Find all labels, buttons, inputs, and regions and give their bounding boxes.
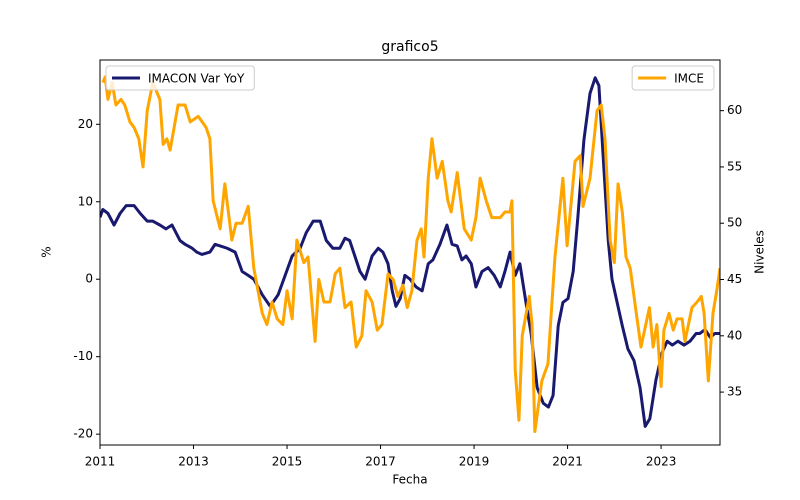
x-tick-label: 2019 bbox=[459, 455, 490, 469]
y-tick-label: -20 bbox=[73, 427, 93, 441]
y2-tick-label: 45 bbox=[727, 272, 742, 286]
chart-title: grafico5 bbox=[381, 39, 438, 55]
legend-box bbox=[631, 65, 715, 91]
y-tick-label: 20 bbox=[78, 117, 93, 131]
y2-tick-label: 40 bbox=[727, 328, 742, 342]
legend-box bbox=[105, 65, 255, 91]
x-tick-label: 2017 bbox=[365, 455, 396, 469]
x-axis-label: Fecha bbox=[392, 473, 427, 487]
plot-frame bbox=[99, 59, 721, 446]
y2-tick-label: 60 bbox=[727, 103, 742, 117]
y-axis-label: % bbox=[40, 246, 54, 257]
y2-tick-label: 35 bbox=[727, 385, 742, 399]
y-tick-label: 10 bbox=[78, 194, 93, 208]
line-series bbox=[100, 76, 720, 428]
y2-tick-label: 55 bbox=[727, 159, 742, 173]
y-tick-label: -10 bbox=[73, 349, 93, 363]
y2-axis-label: Niveles bbox=[753, 230, 767, 274]
y2-tick-label: 50 bbox=[727, 216, 742, 230]
legend-label: IMACON Var YoY bbox=[148, 72, 245, 86]
legend-label: IMCE bbox=[674, 72, 704, 86]
x-tick-label: 2013 bbox=[178, 455, 209, 469]
y-tick-label: 0 bbox=[85, 272, 93, 286]
x-tick-label: 2011 bbox=[85, 455, 116, 469]
line-series bbox=[101, 75, 720, 433]
x-tick-label: 2015 bbox=[272, 455, 303, 469]
x-tick-label: 2023 bbox=[646, 455, 677, 469]
x-tick-label: 2021 bbox=[552, 455, 583, 469]
